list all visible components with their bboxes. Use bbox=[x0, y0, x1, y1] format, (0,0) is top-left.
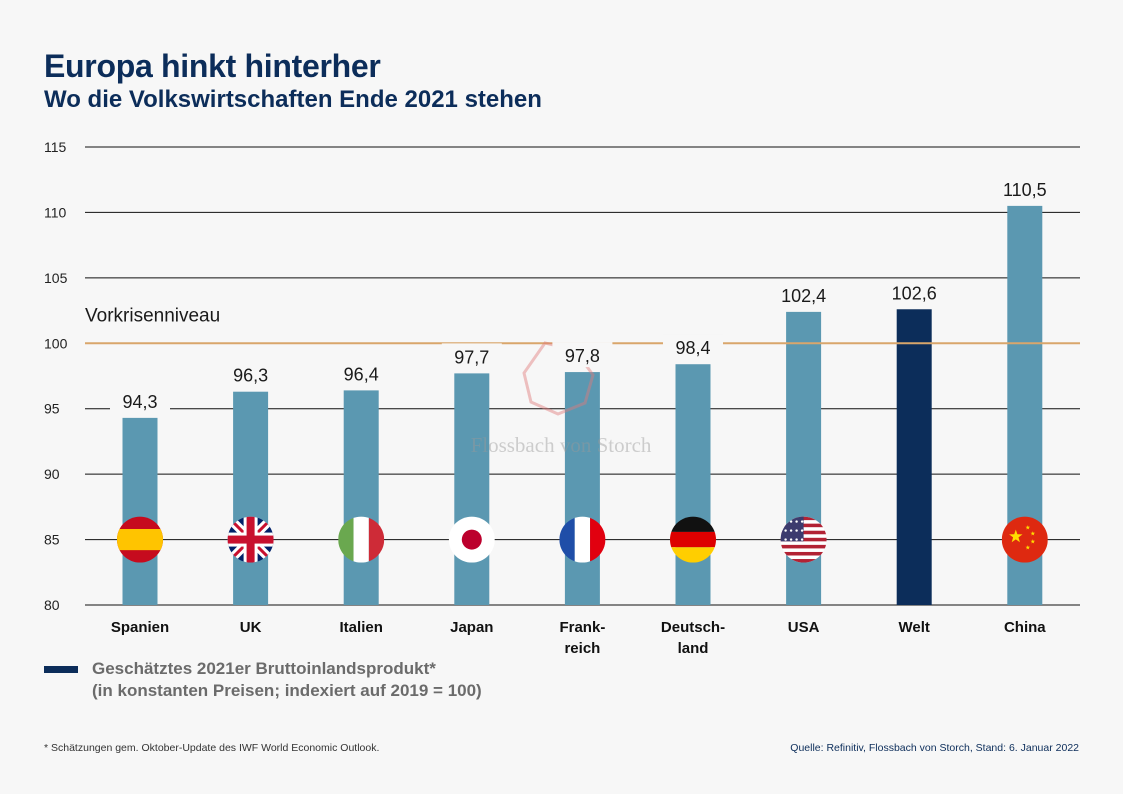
y-tick-label: 105 bbox=[44, 270, 68, 286]
bar bbox=[896, 309, 932, 605]
bar bbox=[564, 372, 600, 605]
x-tick-label: Welt bbox=[898, 619, 929, 636]
flag-china-icon bbox=[1001, 516, 1048, 563]
flag-italy-icon bbox=[338, 516, 385, 563]
data-label-bg bbox=[331, 360, 392, 386]
data-label-bg bbox=[110, 387, 170, 413]
data-label-bg bbox=[773, 281, 834, 307]
x-tick-label: Italien bbox=[340, 619, 383, 636]
x-tick-label: Frank-reich bbox=[559, 619, 605, 657]
y-tick-label: 110 bbox=[44, 204, 67, 220]
flag-usa-icon bbox=[780, 516, 827, 563]
x-tick-label: China bbox=[1004, 619, 1046, 636]
data-label: 110,5 bbox=[1003, 180, 1047, 200]
watermark-text: Flossbach von Storch bbox=[471, 433, 652, 457]
data-label-bg bbox=[994, 175, 1055, 201]
data-label: 96,4 bbox=[344, 364, 379, 384]
chart-subtitle: Wo die Volkswirtschaften Ende 2021 stehe… bbox=[44, 86, 542, 113]
reference-line-label: Vorkrisenniveau bbox=[85, 305, 220, 326]
flag-germany-icon bbox=[670, 516, 716, 563]
y-tick-label: 80 bbox=[44, 597, 60, 613]
data-label-bg bbox=[220, 361, 281, 387]
data-label: 94,3 bbox=[122, 392, 157, 412]
data-label: 97,8 bbox=[565, 346, 600, 366]
x-tick-label: Japan bbox=[450, 619, 493, 636]
data-label-bg bbox=[884, 279, 945, 305]
flag-uk-icon bbox=[227, 516, 274, 563]
data-label: 102,6 bbox=[892, 283, 937, 303]
source-note: Quelle: Refinitiv, Flossbach von Storch,… bbox=[790, 742, 1079, 754]
data-label-bg bbox=[663, 334, 723, 360]
x-tick-label: Spanien bbox=[111, 619, 169, 636]
data-label: 97,7 bbox=[454, 347, 489, 367]
bar bbox=[233, 391, 269, 605]
data-label: 96,3 bbox=[233, 366, 268, 386]
bar bbox=[675, 364, 711, 605]
legend-label: Geschätztes 2021er Bruttoinlandsprodukt*… bbox=[92, 659, 482, 700]
y-tick-label: 95 bbox=[44, 401, 60, 417]
data-label-bg bbox=[441, 343, 502, 369]
data-label: 98,4 bbox=[675, 338, 710, 358]
x-tick-label: USA bbox=[788, 619, 820, 636]
chart-title: Europa hinkt hinterher bbox=[44, 48, 381, 84]
x-tick-label: UK bbox=[240, 619, 262, 636]
data-label-bg bbox=[552, 342, 613, 368]
x-tick-label: Deutsch-land bbox=[661, 619, 725, 657]
bar bbox=[122, 417, 158, 605]
y-tick-label: 100 bbox=[44, 335, 68, 351]
bar bbox=[343, 390, 379, 605]
bar bbox=[454, 373, 490, 605]
data-label: 102,4 bbox=[781, 286, 826, 306]
footnote: * Schätzungen gem. Oktober-Update des IW… bbox=[44, 742, 380, 754]
legend-swatch bbox=[44, 666, 78, 673]
flag-japan-icon bbox=[448, 516, 495, 563]
flag-spain-icon bbox=[117, 516, 163, 563]
y-tick-label: 115 bbox=[44, 139, 67, 155]
y-tick-label: 85 bbox=[44, 532, 60, 548]
y-tick-label: 90 bbox=[44, 466, 60, 482]
flag-france-icon bbox=[559, 516, 606, 563]
